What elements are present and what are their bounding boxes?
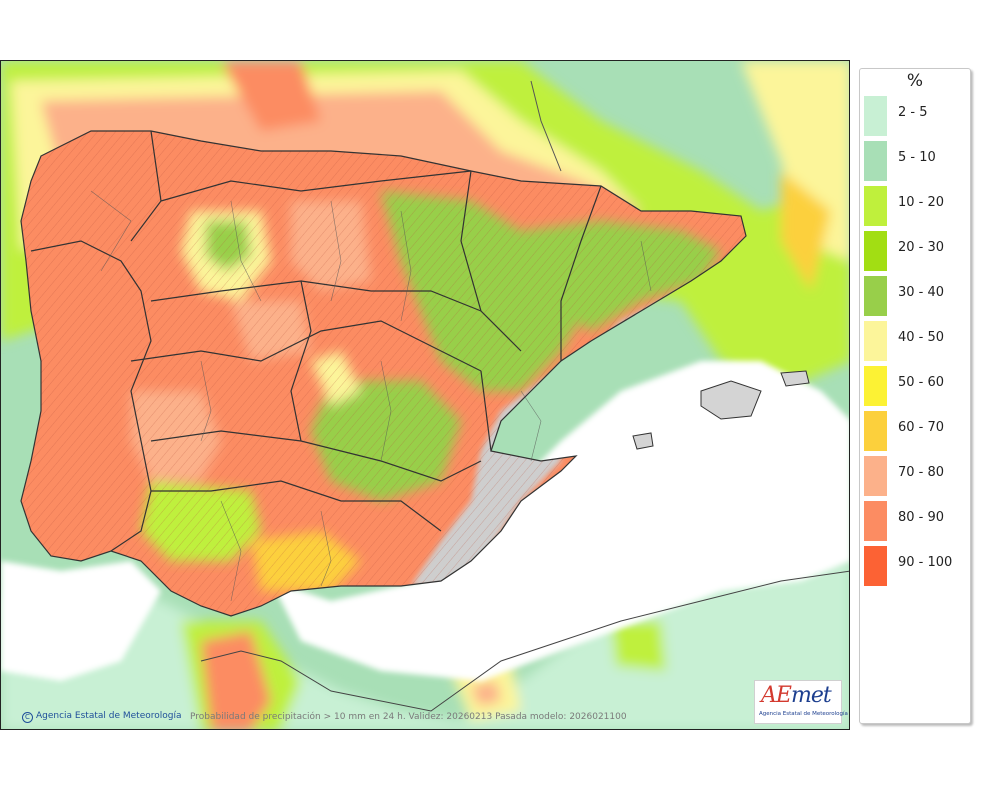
legend-label: 2 - 5 [898, 105, 928, 120]
logo-wordmark-main: AE [761, 683, 792, 708]
province-border-b [230, 200, 262, 302]
legend-swatch [864, 186, 887, 226]
legend-item: 40 - 50 [864, 319, 968, 361]
legend-label: 40 - 50 [898, 330, 945, 345]
legend-label: 80 - 90 [898, 510, 945, 525]
legend-swatch [864, 231, 887, 271]
legend-item: 5 - 10 [864, 139, 968, 181]
province-borders [90, 190, 652, 602]
aemet-logo: AEmet Agencia Estatal de Meteorología [754, 680, 848, 724]
legend-swatch [864, 96, 887, 136]
copyright-icon: C [22, 712, 33, 723]
catalonia-border [560, 185, 602, 361]
legend-item: 20 - 30 [864, 229, 968, 271]
province-border-a [90, 190, 132, 272]
province-border-g [220, 500, 242, 602]
cantabrian-border [160, 170, 472, 202]
legend-label: 10 - 20 [898, 195, 945, 210]
legend-item: 10 - 20 [864, 184, 968, 226]
legend-label: 20 - 30 [898, 240, 945, 255]
province-border-e [200, 360, 212, 442]
credit-text: Agencia Estatal de Meteorología [36, 711, 182, 721]
valencia-border [480, 370, 492, 452]
map-panel[interactable] [0, 60, 850, 730]
province-border-f [380, 360, 392, 462]
province-border-c [330, 200, 342, 302]
legend-item: 90 - 100 [864, 544, 968, 586]
region-borders [20, 130, 747, 617]
legend-label: 90 - 100 [898, 555, 953, 570]
algeria-green-patch [611, 621, 666, 671]
atlantic-dry-area [1, 561, 161, 681]
province-border-d [400, 210, 412, 322]
map-caption: Probabilidad de precipitación > 10 mm en… [190, 712, 627, 722]
navarre-border [460, 170, 522, 352]
legend-swatch [864, 411, 887, 451]
legend-label: 60 - 70 [898, 420, 945, 435]
credit-line: C Agencia Estatal de Meteorología [22, 711, 182, 723]
legend-swatch [864, 456, 887, 496]
logo-wordmark-accent: met [790, 683, 832, 708]
province-border-h [320, 510, 332, 587]
province-border-j [640, 240, 652, 292]
morocco-red-patch [201, 631, 271, 729]
logo-wordmark: AEmet [761, 683, 832, 708]
logo-subtitle: Agencia Estatal de Meteorología [759, 711, 848, 717]
legend-swatch [864, 546, 887, 586]
legend-swatch [864, 276, 887, 316]
coastline [20, 130, 747, 617]
mallorca [700, 380, 762, 420]
legend-swatch [864, 321, 887, 361]
legend-item: 80 - 90 [864, 499, 968, 541]
precipitation-probability-map [1, 61, 849, 729]
africa-coastline [200, 570, 849, 712]
legend-label: 50 - 60 [898, 375, 945, 390]
castile-south-border [150, 280, 482, 312]
legend-item: 30 - 40 [864, 274, 968, 316]
ibiza [632, 432, 654, 450]
madrid-border [290, 280, 312, 442]
africa-orange-patch [471, 681, 501, 706]
france-border-line [530, 80, 562, 172]
legend-title: % [906, 71, 924, 91]
menorca [780, 370, 810, 387]
andalusia-border [151, 480, 442, 532]
province-border-i [520, 390, 542, 462]
portugal-border [30, 240, 152, 552]
legend-swatch [864, 141, 887, 181]
legend-label: 30 - 40 [898, 285, 945, 300]
central-border [130, 320, 482, 372]
east-orange-patch [781, 171, 831, 291]
balearic-islands [632, 370, 810, 450]
legend-item: 2 - 5 [864, 94, 968, 136]
legend-panel: % 2 - 5 5 - 10 10 - 20 20 - 30 30 - 40 4… [859, 68, 971, 724]
legend-label: 5 - 10 [898, 150, 936, 165]
legend-item: 60 - 70 [864, 409, 968, 451]
cantabrian-red-patch [221, 61, 321, 131]
mediterranean-dry-area [271, 361, 849, 681]
legend-label: 70 - 80 [898, 465, 945, 480]
south-central-border [150, 430, 482, 482]
legend-swatch [864, 366, 887, 406]
legend-item: 70 - 80 [864, 454, 968, 496]
legend-swatch [864, 501, 887, 541]
legend-item: 50 - 60 [864, 364, 968, 406]
